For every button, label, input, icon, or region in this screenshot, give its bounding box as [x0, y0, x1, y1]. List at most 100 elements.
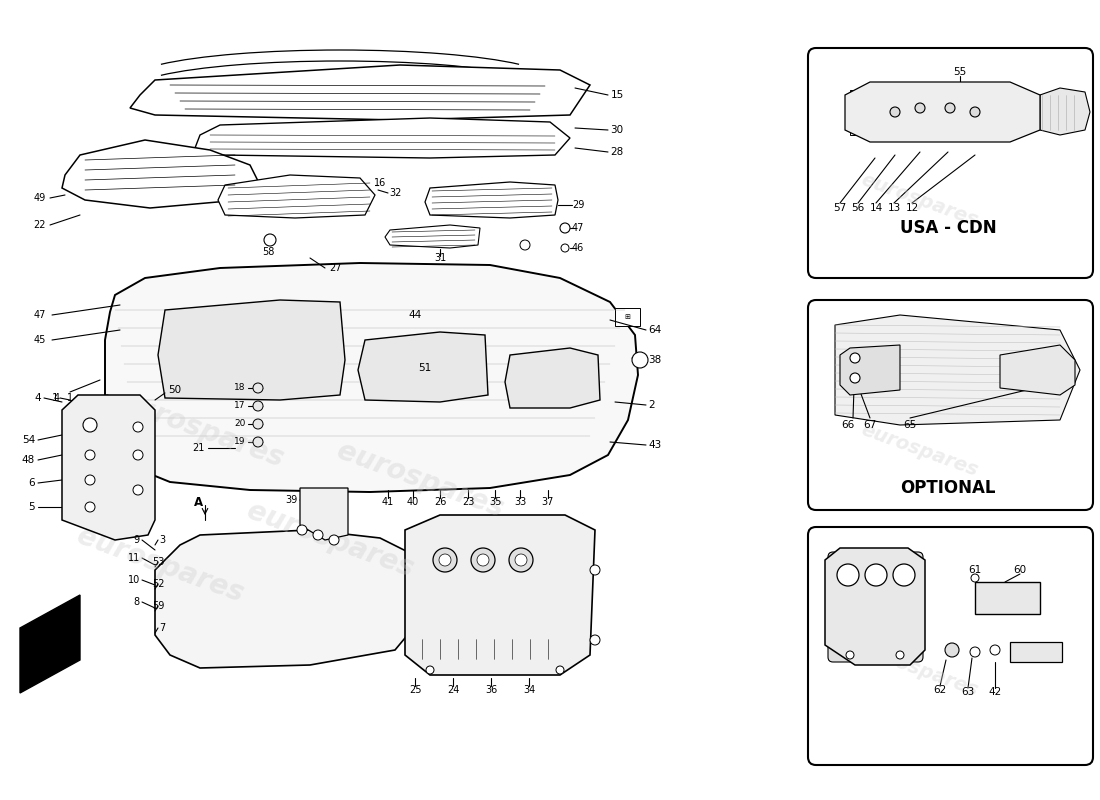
- Text: 33: 33: [514, 497, 526, 507]
- Text: 31: 31: [433, 253, 447, 263]
- Text: 48: 48: [22, 455, 35, 465]
- Text: 44: 44: [408, 310, 421, 320]
- Text: 4: 4: [35, 393, 42, 403]
- Circle shape: [253, 437, 263, 447]
- Text: 61: 61: [968, 565, 981, 575]
- Polygon shape: [195, 118, 570, 158]
- Text: 67: 67: [864, 420, 877, 430]
- Text: eurospares: eurospares: [859, 640, 981, 700]
- Circle shape: [85, 502, 95, 512]
- Text: 14: 14: [301, 513, 315, 523]
- Text: 17: 17: [234, 402, 245, 410]
- Circle shape: [477, 554, 490, 566]
- Circle shape: [590, 635, 600, 645]
- Text: 55: 55: [954, 67, 967, 77]
- Circle shape: [515, 554, 527, 566]
- Text: 12: 12: [905, 203, 918, 213]
- Text: 30: 30: [610, 125, 624, 135]
- Text: 32: 32: [388, 188, 401, 198]
- Circle shape: [850, 373, 860, 383]
- Bar: [210, 545, 290, 600]
- Polygon shape: [1000, 345, 1075, 395]
- Text: 25: 25: [409, 685, 421, 695]
- Text: 45: 45: [34, 335, 46, 345]
- Text: 65: 65: [903, 420, 916, 430]
- Text: 43: 43: [648, 440, 661, 450]
- Text: 37: 37: [542, 497, 554, 507]
- Circle shape: [314, 530, 323, 540]
- Bar: [214, 550, 285, 595]
- Circle shape: [556, 666, 564, 674]
- Text: 23: 23: [462, 497, 474, 507]
- Circle shape: [433, 548, 456, 572]
- Circle shape: [893, 564, 915, 586]
- Circle shape: [133, 450, 143, 460]
- Text: 50: 50: [168, 385, 182, 395]
- Text: 38: 38: [648, 355, 661, 365]
- Circle shape: [865, 564, 887, 586]
- Text: 8: 8: [134, 597, 140, 607]
- Bar: [615, 308, 640, 326]
- Text: 66: 66: [842, 420, 855, 430]
- Circle shape: [85, 475, 95, 485]
- Polygon shape: [62, 395, 155, 540]
- Text: eurospares: eurospares: [73, 522, 248, 608]
- Text: 14: 14: [869, 203, 882, 213]
- Circle shape: [890, 107, 900, 117]
- Circle shape: [264, 234, 276, 246]
- Polygon shape: [130, 65, 590, 120]
- Text: 60: 60: [1013, 565, 1026, 575]
- Text: 5: 5: [29, 502, 35, 512]
- Circle shape: [970, 107, 980, 117]
- Circle shape: [329, 535, 339, 545]
- Text: 26: 26: [433, 497, 447, 507]
- Bar: [852, 92, 878, 133]
- Circle shape: [297, 525, 307, 535]
- Text: 59: 59: [153, 601, 165, 611]
- Circle shape: [971, 574, 979, 582]
- Circle shape: [439, 554, 451, 566]
- Text: 52: 52: [153, 579, 165, 589]
- Polygon shape: [845, 82, 1040, 142]
- Text: 22: 22: [34, 220, 46, 230]
- Text: 11: 11: [128, 553, 140, 563]
- Text: 27: 27: [329, 263, 341, 273]
- Text: 16: 16: [374, 178, 386, 188]
- Polygon shape: [1040, 88, 1090, 135]
- Circle shape: [837, 564, 859, 586]
- Bar: [420, 535, 575, 630]
- Text: eurospares: eurospares: [243, 497, 417, 583]
- Bar: [975, 582, 1040, 614]
- Polygon shape: [218, 175, 375, 218]
- FancyBboxPatch shape: [828, 552, 923, 662]
- Text: A: A: [194, 495, 202, 509]
- Bar: [850, 90, 880, 135]
- Bar: [830, 620, 923, 638]
- Text: OPTIONAL: OPTIONAL: [900, 479, 996, 497]
- Circle shape: [970, 647, 980, 657]
- Text: 4: 4: [54, 393, 60, 403]
- Circle shape: [471, 548, 495, 572]
- Circle shape: [632, 352, 648, 368]
- Polygon shape: [20, 595, 80, 693]
- Circle shape: [896, 651, 904, 659]
- FancyBboxPatch shape: [808, 48, 1093, 278]
- Text: 42: 42: [989, 687, 1002, 697]
- Text: USA - CDN: USA - CDN: [900, 219, 997, 237]
- Text: eurospares: eurospares: [859, 420, 981, 480]
- Text: 51: 51: [418, 363, 431, 373]
- Text: 21: 21: [191, 443, 205, 453]
- Text: 63: 63: [961, 687, 975, 697]
- Text: 9: 9: [134, 535, 140, 545]
- Text: 34: 34: [522, 685, 535, 695]
- Polygon shape: [825, 548, 925, 665]
- Text: 1: 1: [67, 393, 73, 403]
- Polygon shape: [158, 300, 345, 400]
- Text: 3: 3: [158, 535, 165, 545]
- Text: 13: 13: [317, 509, 329, 519]
- FancyBboxPatch shape: [808, 300, 1093, 510]
- Circle shape: [520, 240, 530, 250]
- Circle shape: [133, 485, 143, 495]
- Polygon shape: [300, 488, 348, 540]
- Text: 18: 18: [234, 383, 245, 393]
